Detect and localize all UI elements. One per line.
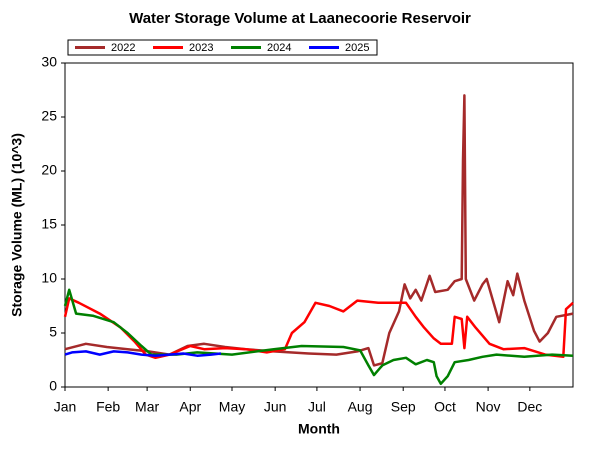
legend-box bbox=[67, 39, 378, 56]
x-tick-label: Jan bbox=[54, 399, 77, 415]
legend-text: 2022 bbox=[111, 42, 135, 54]
x-tick-label: Dec bbox=[517, 399, 542, 415]
y-tick-label: 0 bbox=[49, 378, 57, 394]
y-tick-label: 30 bbox=[41, 54, 57, 70]
x-tick-label: Sep bbox=[391, 399, 416, 415]
x-tick-label: Feb bbox=[96, 399, 120, 415]
y-tick-label: 20 bbox=[41, 162, 57, 178]
x-tick-label: Aug bbox=[348, 399, 373, 415]
x-tick-label: Jul bbox=[308, 399, 326, 415]
series-line bbox=[63, 288, 574, 386]
legend-text: 2025 bbox=[345, 42, 369, 54]
x-tick-label: Jun bbox=[264, 399, 287, 415]
legend-text: 2024 bbox=[267, 42, 291, 54]
x-tick-label: Nov bbox=[476, 399, 501, 415]
x-tick-label: Mar bbox=[135, 399, 159, 415]
chart-title: Water Storage Volume at Laanecoorie Rese… bbox=[129, 10, 471, 27]
y-tick-label: 15 bbox=[41, 216, 57, 232]
series-line bbox=[64, 94, 574, 367]
y-axis-label: Storage Volume (ML) (10^3) bbox=[9, 133, 25, 317]
y-tick-label: 10 bbox=[41, 270, 57, 286]
series-line bbox=[64, 350, 222, 357]
y-tick-label: 25 bbox=[41, 108, 57, 124]
x-tick-label: Oct bbox=[434, 399, 456, 415]
x-axis-label: Month bbox=[298, 421, 340, 437]
x-tick-label: May bbox=[219, 399, 245, 415]
legend-text: 2023 bbox=[189, 42, 213, 54]
y-tick-label: 5 bbox=[49, 324, 57, 340]
x-tick-label: Apr bbox=[179, 399, 201, 415]
